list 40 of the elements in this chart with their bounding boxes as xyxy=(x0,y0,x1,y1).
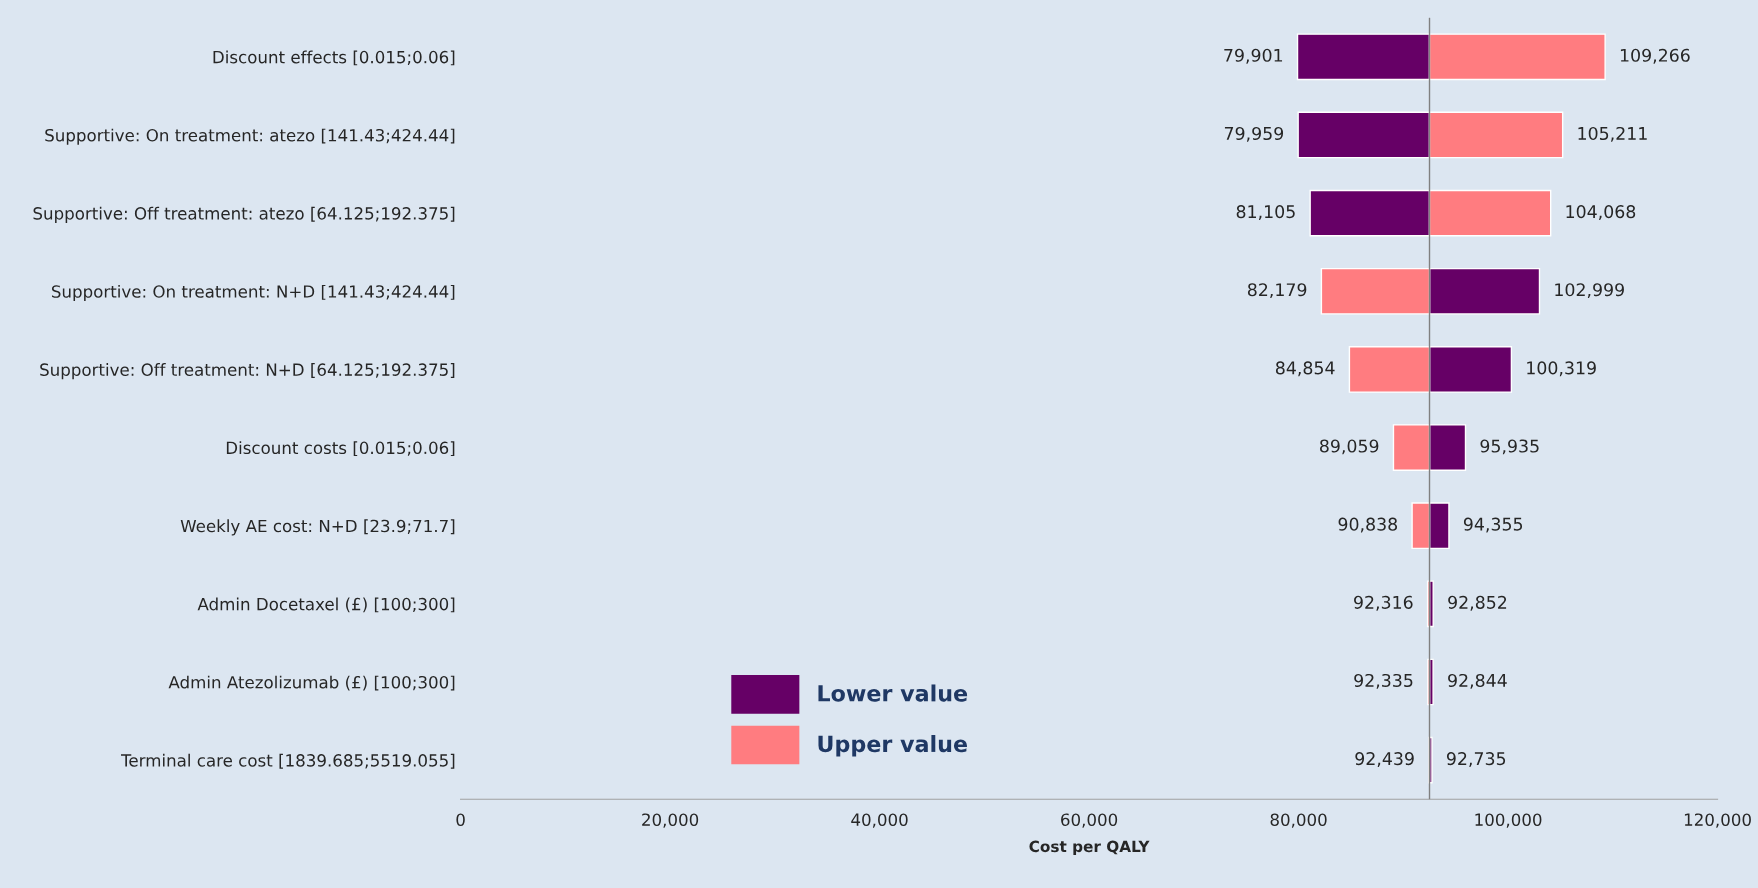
data-label: 94,355 xyxy=(1463,517,1523,533)
data-label: 92,335 xyxy=(1354,673,1413,689)
data-label: 92,316 xyxy=(1354,595,1413,611)
data-label: 92,439 xyxy=(1355,752,1414,767)
y-tick-label: Supportive: Off treatment: atezo [64.125;192.375] xyxy=(33,206,455,223)
x-tick-label: 60,000 xyxy=(1061,813,1118,828)
legend-label: Lower value xyxy=(818,684,968,702)
x-tick-label: 0 xyxy=(456,813,465,826)
data-label: 84,854 xyxy=(1275,361,1335,377)
data-label: 102,999 xyxy=(1555,283,1624,299)
data-label: 92,844 xyxy=(1448,673,1507,689)
x-tick-label: 40,000 xyxy=(851,813,908,828)
data-label: 79,901 xyxy=(1224,48,1283,64)
y-tick-label: Supportive: On treatment: N+D [141.43;424.44] xyxy=(51,284,455,302)
x-tick-label: 20,000 xyxy=(642,813,699,828)
data-label: 89,059 xyxy=(1320,439,1379,455)
y-tick-label: Supportive: Off treatment: N+D [64.125;192.375] xyxy=(40,363,455,380)
x-axis-title: Cost per QALY xyxy=(1029,840,1150,856)
data-label: 92,735 xyxy=(1446,752,1506,767)
x-tick-label: 100,000 xyxy=(1475,813,1542,828)
data-label: 104,068 xyxy=(1566,205,1636,220)
data-label: 109,266 xyxy=(1620,48,1690,64)
y-tick-label: Admin Atezolizumab (£) [100;300] xyxy=(168,675,455,691)
data-label: 82,179 xyxy=(1247,283,1307,299)
data-label: 105,211 xyxy=(1578,126,1647,142)
legend-label: Upper value xyxy=(818,735,967,757)
y-tick-label: Weekly AE cost: N+D [23.9;71.7] xyxy=(180,519,455,536)
x-tick-label: 80,000 xyxy=(1270,813,1327,828)
y-tick-label: Discount costs [0.015;0.06] xyxy=(226,441,455,457)
x-tick-label: 120,000 xyxy=(1684,813,1751,828)
y-tick-label: Admin Docetaxel (£) [100;300] xyxy=(197,597,455,613)
data-label: 92,852 xyxy=(1448,595,1507,611)
data-label: 90,838 xyxy=(1338,517,1398,533)
y-tick-label: Supportive: On treatment: atezo [141.43;424.44] xyxy=(45,128,455,145)
y-tick-label: Discount effects [0.015;0.06] xyxy=(213,50,455,66)
data-label: 95,935 xyxy=(1480,439,1539,455)
data-label: 81,105 xyxy=(1236,205,1295,220)
data-label: 100,319 xyxy=(1527,361,1596,377)
y-tick-label: Terminal care cost [1839.685;5519.055] xyxy=(121,753,455,769)
data-label: 79,959 xyxy=(1224,126,1284,142)
